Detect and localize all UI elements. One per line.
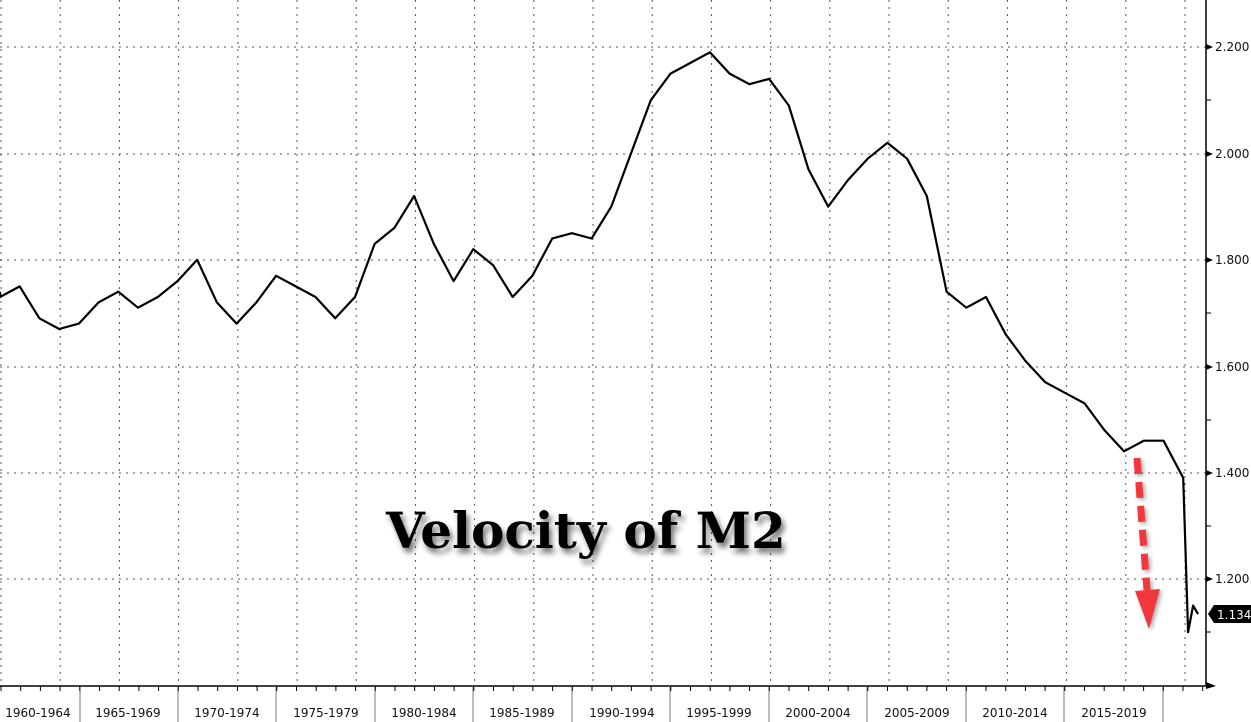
x-tick-label: 1975-1979 — [293, 706, 358, 720]
y-axis-ticks: 2.200 2.000 1.800 1.600 1.400 1.200 — [1206, 40, 1249, 633]
last-value-text: 1.134 — [1217, 608, 1251, 622]
horizontal-gridlines — [0, 46, 1206, 580]
y-tick-marker-icon — [1206, 576, 1213, 582]
y-tick-marker-icon — [1206, 44, 1213, 50]
down-arrow-icon — [1133, 457, 1160, 629]
x-tick-label: 1960-1964 — [5, 706, 70, 720]
x-axis-ticks: 1960-1964 1965-1969 1970-1974 1975-1979 1980… — [0, 686, 1204, 722]
y-tick-marker-icon — [1206, 470, 1213, 476]
x-tick-label: 1970-1974 — [194, 706, 259, 720]
y-tick-label: 1.400 — [1215, 466, 1249, 480]
x-tick-label: 2000-2004 — [785, 706, 850, 720]
m2-velocity-line — [0, 51, 1199, 634]
x-tick-label: 1985-1989 — [489, 706, 554, 720]
y-tick-label: 2.200 — [1215, 40, 1249, 54]
vertical-gridlines — [0, 0, 1186, 686]
y-tick-label: 2.000 — [1215, 147, 1249, 161]
x-axis-arrow-icon — [1206, 682, 1216, 689]
x-tick-label: 1990-1994 — [589, 706, 654, 720]
x-tick-label: 1965-1969 — [95, 706, 160, 720]
y-tick-label: 1.800 — [1215, 253, 1249, 267]
x-tick-label: 2015-2019 — [1081, 706, 1146, 720]
x-tick-label: 2005-2009 — [884, 706, 949, 720]
x-tick-label: 1980-1984 — [391, 706, 456, 720]
x-tick-label: 2010-2014 — [982, 706, 1047, 720]
chart-title: Velocity of M2 — [385, 501, 786, 560]
x-tick-label: 1995-1999 — [686, 706, 751, 720]
y-tick-marker-icon — [1206, 257, 1213, 263]
y-tick-label: 1.200 — [1215, 572, 1249, 586]
last-value-badge: 1.134 — [1208, 605, 1251, 623]
y-tick-label: 1.600 — [1215, 360, 1249, 374]
y-tick-marker-icon — [1206, 364, 1213, 370]
y-tick-marker-icon — [1206, 151, 1213, 157]
